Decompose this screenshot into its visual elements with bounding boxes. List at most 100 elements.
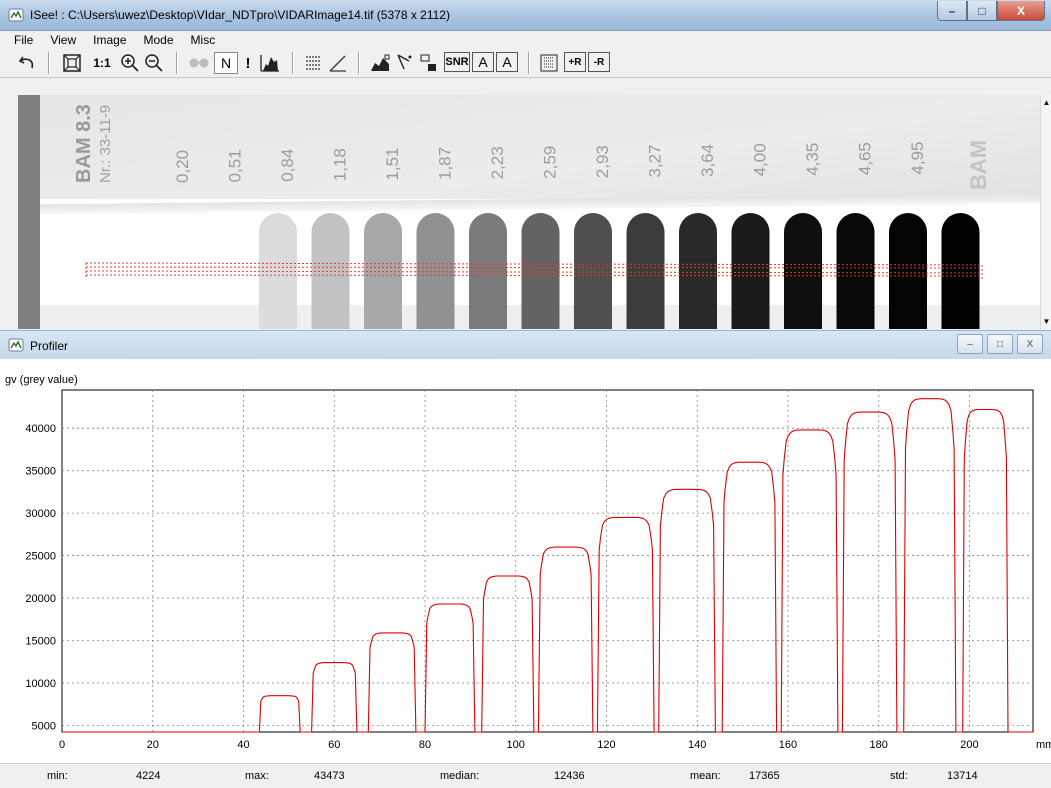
snr-button[interactable]: SNR [444, 52, 470, 72]
image-margin [18, 95, 40, 329]
fit-window-button[interactable] [60, 52, 84, 74]
menu-view[interactable]: View [50, 33, 77, 47]
menu-image[interactable]: Image [93, 33, 127, 47]
std-label: std: [890, 770, 908, 782]
profiler-app-icon [8, 338, 24, 352]
zoom-in-button[interactable] [118, 52, 142, 74]
std-value: 13714 [947, 770, 978, 782]
wedge-step [259, 213, 297, 329]
one-to-one-label: 1:1 [93, 56, 111, 70]
grid-button[interactable] [538, 52, 560, 74]
profiler-title-bar: Profiler – □ X [0, 330, 1051, 360]
profiler-close-button[interactable]: X [1017, 334, 1043, 354]
thickness-label: 0,20 [173, 150, 192, 183]
maximize-button[interactable]: □ [967, 1, 997, 21]
menu-mode[interactable]: Mode [143, 33, 174, 47]
y-tick-label: 40000 [25, 423, 56, 435]
lines-button[interactable] [302, 52, 324, 74]
histogram-button[interactable] [258, 52, 282, 74]
x-tick-label: 160 [779, 739, 797, 751]
annotation-a1-button[interactable]: A [472, 52, 494, 72]
x-tick-label: 40 [237, 739, 249, 751]
x-tick-label: 200 [960, 739, 978, 751]
x-tick-label: 20 [147, 739, 159, 751]
minus-r-label: -R [593, 56, 605, 68]
wedge-step [416, 213, 455, 329]
y-tick-label: 30000 [25, 508, 56, 520]
fit-window-icon [63, 54, 81, 72]
profile-chart: gv (grey value) 0 20 40 60 80 100 120 140 160 180 2… [5, 374, 1051, 751]
exclamation-button[interactable]: ! [240, 52, 256, 74]
a2-label: A [502, 54, 512, 70]
thickness-label: 4,65 [856, 142, 875, 175]
wedge-step [626, 213, 665, 329]
y-tick-label: 35000 [25, 466, 56, 478]
image-profile-button[interactable] [368, 52, 392, 74]
scroll-down-icon[interactable]: ▼ [1042, 317, 1051, 326]
median-label: median: [440, 770, 480, 782]
profiler-minimize-button[interactable]: – [957, 334, 983, 354]
thickness-label: 0,84 [278, 149, 297, 182]
max-value: 43473 [314, 770, 345, 782]
profiler-minimize-icon: – [967, 338, 973, 350]
image-view[interactable]: BAM 8.3 Nr.: 33-11-9 BAM 0,20 0,51 0,84 1,18 1,… [18, 95, 1040, 329]
a1-label: A [478, 54, 488, 70]
undo-button[interactable] [14, 52, 40, 74]
mean-label: mean: [690, 770, 721, 782]
image-vertical-scrollbar[interactable]: ▲ ▼ [1040, 95, 1051, 329]
grid-icon [540, 54, 558, 72]
wedge-step [731, 213, 770, 329]
cursor-button[interactable] [394, 52, 416, 74]
y-tick-label: 5000 [32, 720, 56, 732]
menu-misc[interactable]: Misc [190, 33, 216, 47]
toolbar: 1:1 N ! SNR A A +R -R [0, 49, 1051, 78]
title-bar: ISee! : C:\Users\uwez\Desktop\VIdar_NDTp… [0, 0, 1051, 31]
profiler-maximize-button[interactable]: □ [987, 334, 1013, 354]
n-button[interactable]: N [214, 52, 238, 74]
x-tick-label: 60 [328, 739, 340, 751]
scroll-up-icon[interactable]: ▲ [1042, 98, 1051, 107]
minimize-icon: – [948, 3, 956, 18]
median-value: 12436 [554, 770, 585, 782]
n-label: N [220, 55, 232, 71]
thickness-label: 1,51 [383, 148, 402, 181]
wedge-step [836, 213, 875, 329]
min-value: 4224 [136, 770, 161, 782]
profile-band [85, 262, 983, 279]
close-button[interactable]: X [997, 1, 1045, 21]
wedge-step [889, 213, 927, 329]
glasses-button[interactable] [186, 52, 212, 74]
app-icon [8, 8, 24, 22]
strip-bam-logo: BAM [966, 140, 991, 190]
profiler-close-icon: X [1026, 338, 1034, 350]
strip-number-label: Nr.: 33-11-9 [97, 105, 114, 183]
angle-button[interactable] [326, 52, 350, 74]
strip-bam-label: BAM 8.3 [73, 104, 95, 183]
profile-line [62, 398, 1033, 733]
add-roi-button[interactable]: +R [564, 52, 586, 72]
statistics-bar: min: 4224 max: 43473 median: 12436 mean:… [0, 763, 1051, 788]
y-tick-label: 20000 [25, 593, 56, 605]
profiler-title: Profiler [30, 339, 69, 353]
profiler-maximize-icon: □ [996, 338, 1004, 350]
region-button[interactable] [418, 52, 440, 74]
annotation-a2-button[interactable]: A [496, 52, 518, 72]
y-tick-label: 25000 [25, 551, 56, 563]
zoom-out-button[interactable] [142, 52, 166, 74]
x-tick-label: 140 [688, 739, 706, 751]
remove-roi-button[interactable]: -R [588, 52, 610, 72]
thickness-label: 1,87 [436, 147, 455, 180]
plot-frame [61, 389, 1034, 733]
zoom-in-icon [121, 54, 139, 72]
close-icon: X [1016, 3, 1025, 18]
lines-icon [306, 56, 320, 70]
maximize-icon: □ [978, 3, 986, 18]
window-title: ISee! : C:\Users\uwez\Desktop\VIdar_NDTp… [30, 8, 450, 22]
thickness-label: 3,64 [698, 144, 717, 177]
min-label: min: [47, 770, 68, 782]
minimize-button[interactable]: – [937, 1, 967, 21]
menu-file[interactable]: File [14, 33, 34, 47]
wedge-step [364, 213, 402, 329]
one-to-one-button[interactable]: 1:1 [88, 52, 116, 74]
zoom-out-icon [145, 54, 163, 72]
